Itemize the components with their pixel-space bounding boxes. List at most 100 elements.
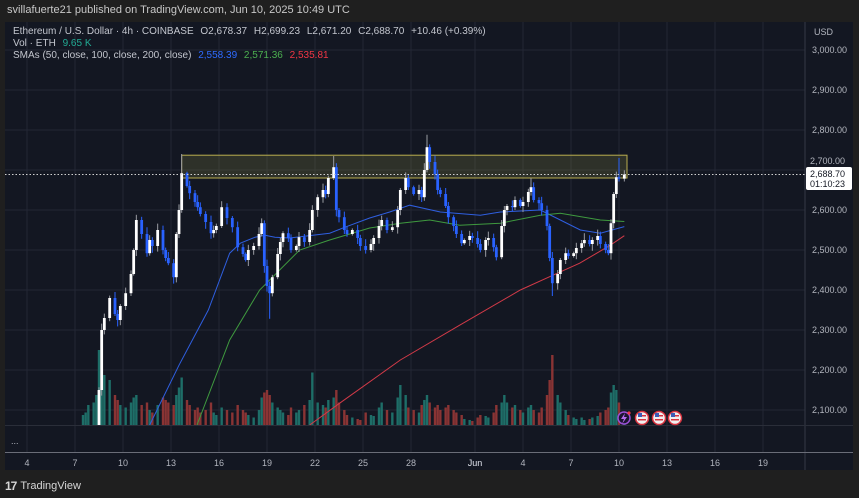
volume-bar	[303, 405, 306, 425]
date-tick-label: 7	[72, 458, 77, 468]
candle-body	[174, 234, 178, 278]
volume-bar	[260, 397, 263, 425]
volume-bar	[567, 415, 570, 425]
candle-body	[438, 190, 442, 194]
candle-body	[454, 226, 458, 234]
candle-body	[596, 236, 600, 240]
lightning-event-icon[interactable]	[617, 411, 631, 425]
volume-bar	[529, 405, 533, 425]
sma200-value: 2,535.81	[289, 50, 329, 61]
candle-body	[606, 250, 610, 254]
candle-body	[265, 266, 269, 286]
candle-body	[513, 200, 517, 208]
candle-body	[545, 210, 549, 226]
sma-line-sma200	[309, 235, 625, 425]
volume-bar	[244, 412, 247, 425]
candle-body	[100, 330, 104, 390]
volume-bar	[609, 392, 613, 425]
sma-line-sma50	[149, 204, 625, 425]
candle-body	[537, 200, 541, 204]
flag-stripe	[655, 419, 663, 421]
date-tick-label: 19	[758, 458, 768, 468]
candle-body	[377, 226, 381, 238]
candle-body	[622, 174, 626, 179]
volume-bar	[604, 410, 607, 425]
date-tick-label: 28	[406, 458, 416, 468]
date-tick-label: 10	[614, 458, 624, 468]
volume-bar	[583, 420, 586, 425]
candle-body	[177, 210, 181, 234]
volume-bar	[380, 402, 383, 425]
volume-bar	[359, 420, 362, 425]
candle-body	[369, 244, 373, 250]
volume-bar	[596, 416, 599, 425]
price-tick-label: 2,900.00	[812, 85, 847, 95]
candle-body	[404, 178, 408, 190]
candle-body	[356, 230, 360, 238]
volume-bar	[236, 405, 239, 425]
last-price-tag	[806, 167, 852, 190]
candle-body	[612, 194, 616, 224]
last-price-value: 2,688.70	[810, 169, 845, 179]
volume-bar	[337, 402, 341, 425]
volume-bar	[452, 410, 455, 425]
volume-legend: Vol · ETH 9.65 K	[13, 38, 96, 49]
volume-bar	[276, 407, 279, 425]
price-axis[interactable]: 3,000.00 2,900.00 2,800.00 2,600.00 2,500.00…	[812, 45, 847, 415]
volume-bar	[372, 416, 375, 425]
volume-label[interactable]: Vol · ETH	[13, 38, 56, 49]
candle-body	[428, 147, 432, 162]
candle-body	[566, 253, 570, 256]
candle-body	[268, 286, 272, 294]
candle-body	[564, 253, 568, 260]
sma-label[interactable]: SMAs (50, close, 100, close, 200, close)	[13, 50, 192, 61]
date-tick-label: 22	[310, 458, 320, 468]
candle-body	[209, 222, 213, 234]
volume-bar	[436, 405, 439, 425]
price-tick-label: 2,300.00	[812, 325, 847, 335]
volume-bar	[324, 407, 327, 425]
us-flag-icon[interactable]	[667, 410, 683, 426]
volume-bar	[588, 419, 591, 425]
us-flag-icon[interactable]	[651, 410, 667, 426]
volume-bar	[113, 395, 117, 425]
pane-menu[interactable]: ...	[11, 436, 19, 446]
volume-bar	[132, 397, 135, 425]
currency-label: USD	[814, 27, 834, 37]
price-tick-label: 2,600.00	[812, 205, 847, 215]
us-flag-icon[interactable]	[634, 410, 650, 426]
volume-bar	[199, 412, 202, 425]
candle-body	[196, 202, 200, 208]
candle-body	[214, 226, 218, 230]
volume-bar	[455, 412, 458, 425]
volume-bar	[551, 355, 554, 425]
candle-body	[289, 238, 293, 250]
volume-bar	[463, 419, 466, 425]
time-axis[interactable]: 4 7 10 13 16 19 22 25 28 Jun 4 7 10 13 16 19	[24, 458, 768, 468]
candle-body	[470, 236, 474, 238]
candle-body	[270, 277, 274, 294]
date-tick-label: 13	[166, 458, 176, 468]
volume-bar	[439, 410, 442, 425]
candle-body	[446, 206, 450, 218]
candle-body	[590, 240, 594, 244]
candle-body	[572, 253, 576, 256]
tradingview-logo[interactable]: 17 TradingView	[5, 479, 81, 493]
date-tick-label: 16	[710, 458, 720, 468]
candle-body	[588, 240, 592, 244]
volume-bar	[612, 385, 615, 425]
symbol-legend: Ethereum / U.S. Dollar · 4h · COINBASE O…	[13, 26, 490, 37]
candle-body	[385, 220, 389, 230]
symbol-title[interactable]: Ethereum / U.S. Dollar · 4h · COINBASE	[13, 26, 194, 37]
volume-bar	[503, 395, 506, 425]
volume-bar	[511, 407, 514, 425]
candle-body	[204, 214, 208, 222]
volume-bar	[391, 412, 394, 425]
volume-bar	[495, 405, 498, 425]
candle-body	[156, 230, 160, 246]
candle-body	[326, 178, 330, 194]
volume-bar	[527, 407, 530, 425]
price-change: +10.46 (+0.39%)	[411, 26, 486, 37]
candle-body	[342, 217, 346, 230]
